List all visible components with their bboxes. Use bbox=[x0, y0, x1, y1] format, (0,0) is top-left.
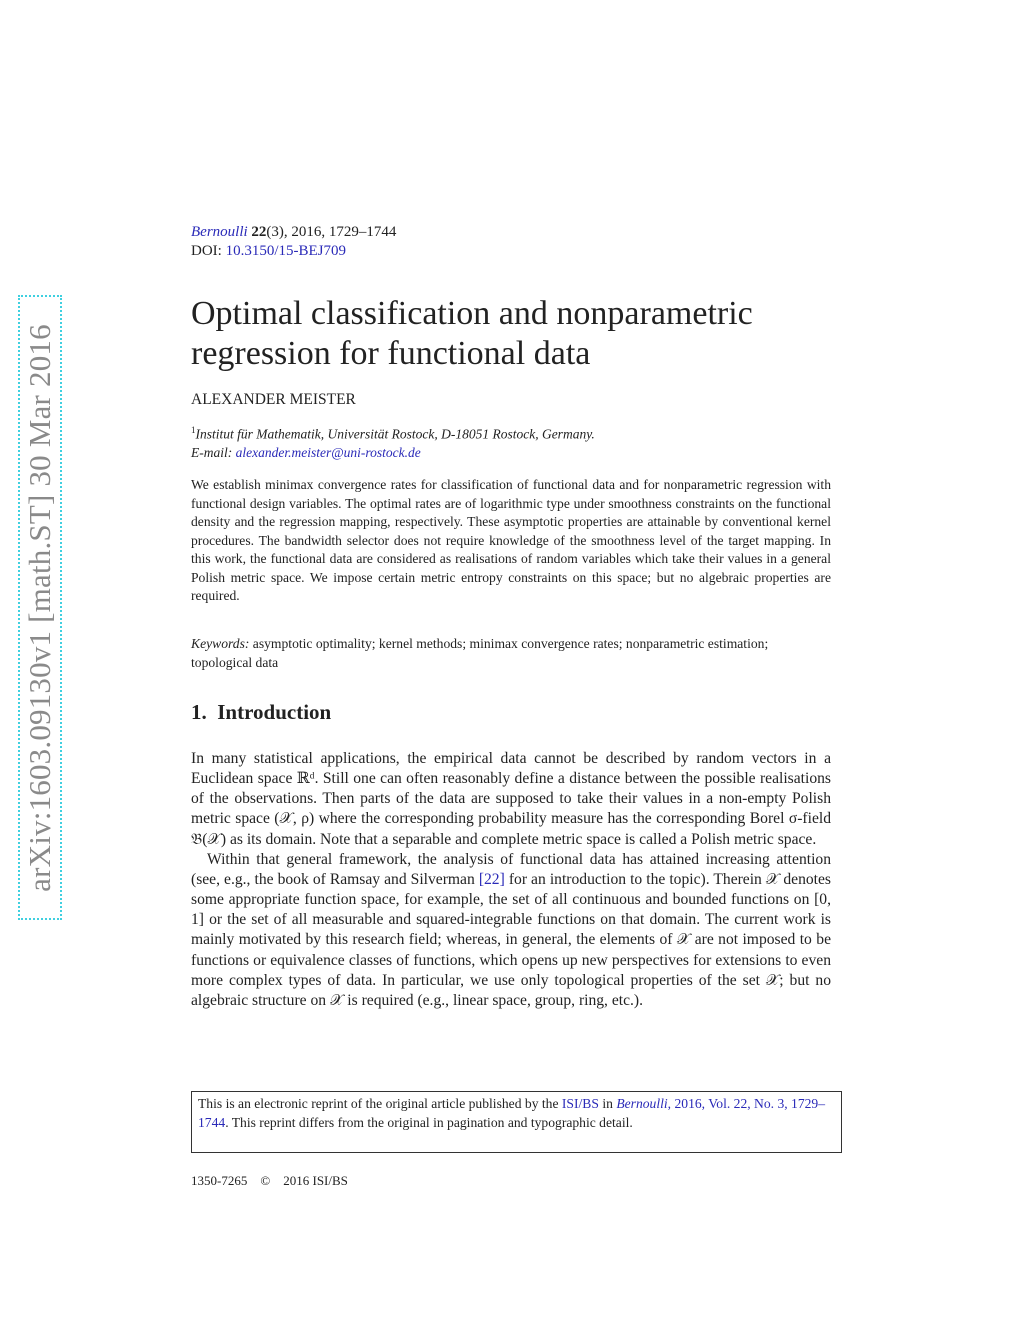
section-number: 1. bbox=[191, 700, 207, 724]
affiliation-line: 1Institut für Mathematik, Universität Ro… bbox=[191, 421, 595, 444]
section-heading: 1. Introduction bbox=[191, 700, 331, 725]
affiliation: 1Institut für Mathematik, Universität Ro… bbox=[191, 421, 595, 463]
copyright-icon: © bbox=[260, 1173, 271, 1188]
reprint-text-1: This is an electronic reprint of the ori… bbox=[198, 1096, 562, 1111]
journal-issue-pages: (3), 2016, 1729–1744 bbox=[266, 224, 397, 240]
arxiv-stamp: arXiv:1603.09130v1 [math.ST] 30 Mar 2016 bbox=[18, 295, 62, 920]
citation-link-22[interactable]: [22] bbox=[478, 870, 505, 888]
paper-title: Optimal classification and nonparametric… bbox=[191, 295, 753, 372]
introduction-body: In many statistical applications, the em… bbox=[191, 749, 831, 1011]
doi-label: DOI: bbox=[191, 243, 226, 259]
intro-paragraph-2: Within that general framework, the analy… bbox=[191, 850, 831, 1011]
author-name: ALEXANDER MEISTER bbox=[191, 391, 356, 408]
intro-p2-text-a: Within that general framework, the analy… bbox=[191, 850, 831, 888]
keywords-label: Keywords: bbox=[191, 636, 250, 651]
reprint-text-2: in bbox=[598, 1096, 617, 1111]
intro-p2-text-b: for an introduction to the topic). There… bbox=[191, 870, 831, 1009]
intro-paragraph-1: In many statistical applications, the em… bbox=[191, 750, 831, 848]
journal-name-link[interactable]: Bernoulli bbox=[191, 224, 248, 240]
issn: 1350-7265 bbox=[191, 1173, 248, 1188]
doi-line: DOI: 10.3150/15-BEJ709 bbox=[191, 242, 396, 261]
reprint-text-3: . This reprint differs from the original… bbox=[225, 1114, 633, 1130]
email-link[interactable]: alexander.meister@uni-rostock.de bbox=[235, 445, 421, 460]
reprint-journal-link[interactable]: Bernoulli bbox=[616, 1096, 668, 1111]
affiliation-text: Institut für Mathematik, Universität Ros… bbox=[195, 426, 595, 442]
affiliation-marker: 1 bbox=[191, 425, 196, 435]
keywords-text: asymptotic optimality; kernel methods; m… bbox=[191, 636, 769, 670]
email-label: E-mail: bbox=[191, 445, 236, 460]
journal-citation: Bernoulli 22(3), 2016, 1729–1744 bbox=[191, 223, 396, 242]
email-line: E-mail: alexander.meister@uni-rostock.de bbox=[191, 444, 595, 463]
publisher-link[interactable]: ISI/BS bbox=[561, 1096, 599, 1111]
journal-info: Bernoulli 22(3), 2016, 1729–1744 DOI: 10… bbox=[191, 223, 396, 261]
footer-copyright: 1350-7265 © 2016 ISI/BS bbox=[191, 1173, 348, 1189]
copyright-holder: 2016 ISI/BS bbox=[283, 1173, 348, 1188]
keywords: Keywords: asymptotic optimality; kernel … bbox=[191, 635, 831, 672]
reprint-notice-box: This is an electronic reprint of the ori… bbox=[191, 1091, 842, 1153]
section-title: Introduction bbox=[217, 700, 332, 724]
doi-link[interactable]: 10.3150/15-BEJ709 bbox=[225, 243, 346, 259]
arxiv-identifier: arXiv:1603.09130v1 [math.ST] 30 Mar 2016 bbox=[22, 323, 57, 892]
abstract: We establish minimax convergence rates f… bbox=[191, 477, 831, 603]
journal-volume: 22 bbox=[251, 224, 267, 240]
reprint-citation-link[interactable]: , 2016, Vol. 22, No. 3, 1729–1744 bbox=[198, 1096, 826, 1130]
